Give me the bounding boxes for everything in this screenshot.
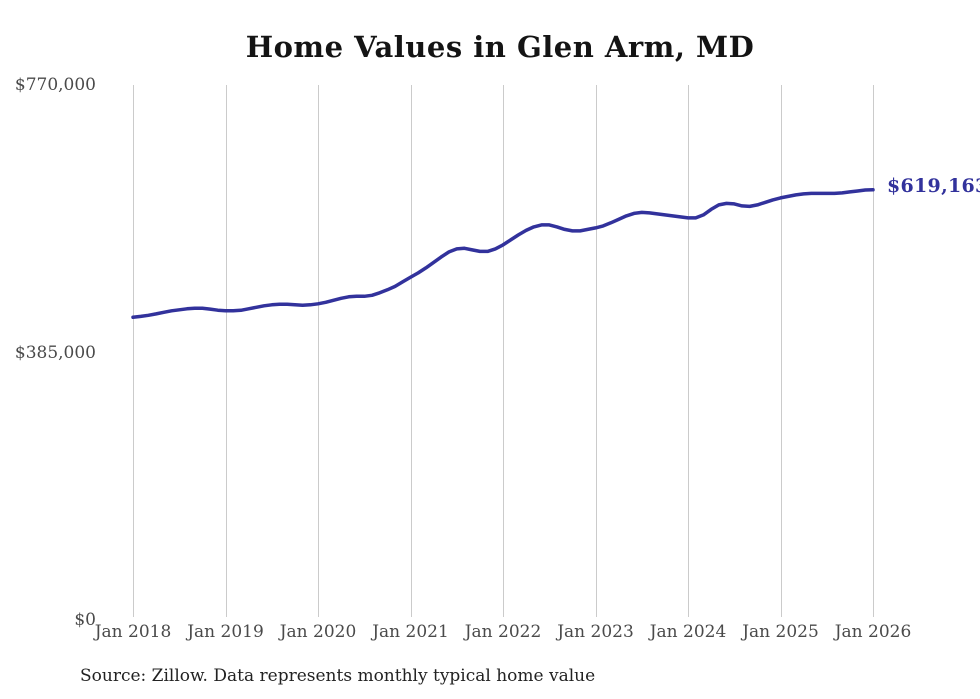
chart-title: Home Values in Glen Arm, MD xyxy=(245,30,755,64)
y-tick-label: $770,000 xyxy=(14,75,96,95)
x-tick-label: Jan 2022 xyxy=(464,622,542,642)
x-tick-label: Jan 2019 xyxy=(187,622,264,642)
x-tick-label: Jan 2021 xyxy=(372,622,449,642)
x-tick-label: Jan 2020 xyxy=(279,622,357,642)
x-tick-label: Jan 2025 xyxy=(742,622,819,642)
y-tick-label: $385,000 xyxy=(14,342,96,363)
y-tick-label: $0 xyxy=(74,610,96,630)
x-tick-label: Jan 2026 xyxy=(834,622,912,642)
home-value-line-series xyxy=(131,188,875,320)
source-note: Source: Zillow. Data represents monthly … xyxy=(80,666,596,686)
x-tick-label: Jan 2018 xyxy=(94,622,172,642)
x-tick-label: Jan 2023 xyxy=(557,622,634,642)
x-tick-label: Jan 2024 xyxy=(649,622,727,642)
series-end-value-label: $619,163 xyxy=(887,175,980,197)
